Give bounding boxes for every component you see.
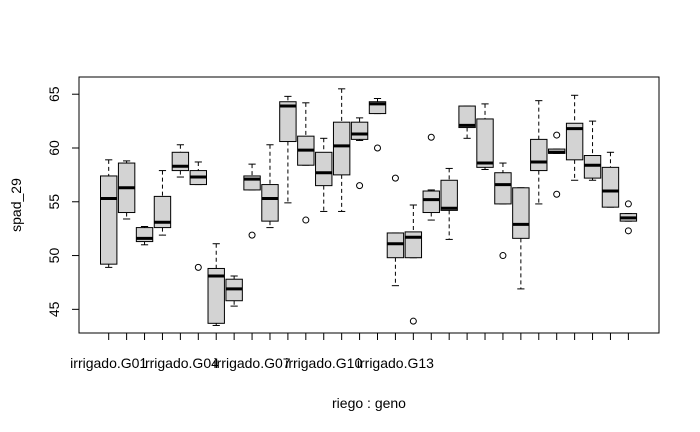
box-group-17: [386, 174, 405, 287]
outlier-point: [427, 133, 435, 141]
box-group-11: [279, 95, 297, 204]
box-group-18: [404, 204, 423, 325]
x-axis: irrigado.G01irrigado.G04irrigado.G07irri…: [70, 332, 629, 371]
x-tick-label: irrigado.G10: [285, 355, 362, 371]
box-group-16: [368, 98, 387, 152]
box-group-14: [332, 88, 351, 212]
box-group-29: [601, 151, 620, 208]
box-group-5: [171, 144, 190, 178]
box-group-4: [153, 170, 172, 236]
box-group-9: [243, 163, 261, 239]
y-tick-label: 60: [46, 140, 62, 156]
box-group-10: [261, 144, 279, 229]
box-iqr: [565, 122, 584, 161]
y-tick-label: 65: [46, 86, 62, 102]
x-tick-label: irrigado.G13: [357, 355, 434, 371]
box-group-20: [440, 167, 458, 240]
box-group-30: [619, 200, 638, 235]
box-iqr: [332, 121, 351, 176]
outlier-point: [302, 216, 310, 224]
box-iqr: [350, 121, 369, 140]
box-group-3: [135, 226, 154, 246]
outlier-point: [624, 200, 632, 208]
box-group-26: [548, 131, 566, 198]
outlier-point: [499, 252, 507, 260]
box-iqr: [153, 195, 172, 229]
y-tick-label: 50: [46, 248, 62, 264]
x-tick-label: irrigado.G07: [214, 355, 291, 371]
box-group-1: [100, 159, 118, 268]
box-iqr: [171, 151, 190, 172]
box-iqr: [440, 179, 458, 211]
y-axis: 45 50 55 60 65: [46, 86, 80, 317]
box-iqr: [422, 190, 440, 214]
box-group-27: [565, 94, 584, 181]
box-iqr: [404, 231, 423, 259]
boxes-layer: [100, 88, 638, 326]
outlier-point: [374, 144, 381, 152]
box-iqr: [583, 155, 602, 179]
y-tick-label: 55: [46, 194, 62, 210]
y-axis-label: spad_29: [8, 178, 24, 232]
box-group-12: [297, 102, 315, 224]
box-iqr: [476, 118, 494, 168]
box-iqr: [386, 232, 405, 259]
box-group-28: [583, 120, 602, 181]
box-group-19: [422, 133, 440, 221]
box-iqr: [601, 166, 620, 208]
box-iqr: [494, 172, 512, 205]
box-iqr: [100, 175, 118, 265]
x-axis-label: riego : geno: [332, 395, 406, 411]
outlier-point: [409, 317, 417, 325]
box-group-8: [225, 275, 243, 307]
box-group-22: [476, 103, 494, 171]
box-iqr: [279, 101, 297, 143]
outlier-point: [391, 174, 399, 182]
box-iqr: [530, 138, 548, 172]
box-group-25: [530, 100, 548, 205]
box-group-21: [458, 105, 476, 139]
box-iqr: [368, 101, 387, 115]
box-group-15: [350, 117, 369, 190]
outlier-point: [356, 182, 364, 190]
box-group-24: [512, 187, 530, 290]
box-iqr: [315, 151, 333, 187]
x-tick-label: irrigado.G04: [142, 355, 219, 371]
outlier-point: [553, 190, 561, 198]
box-iqr: [458, 105, 476, 129]
outlier-point: [553, 131, 561, 139]
box-iqr: [207, 267, 225, 324]
box-group-13: [315, 137, 333, 212]
x-tick-label: irrigado.G01: [70, 355, 147, 371]
box-group-23: [494, 162, 512, 260]
outlier-point: [624, 227, 632, 235]
box-iqr: [261, 184, 279, 222]
outlier-point: [248, 231, 256, 239]
box-group-2: [117, 160, 136, 220]
box-group-7: [207, 243, 225, 326]
box-group-6: [189, 161, 208, 271]
box-iqr: [512, 187, 530, 239]
y-tick-label: 45: [46, 301, 62, 317]
outlier-point: [194, 263, 202, 271]
